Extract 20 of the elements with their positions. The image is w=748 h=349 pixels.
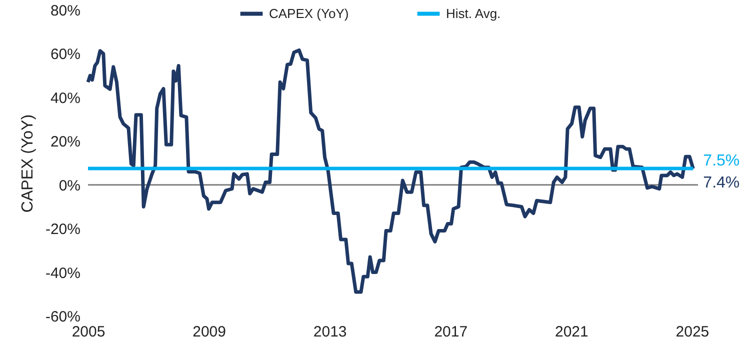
x-tick-label: 2009 — [192, 324, 226, 340]
x-tick-label: 2021 — [554, 324, 588, 340]
x-tick-label: 2017 — [434, 324, 468, 340]
data-label: 7.5% — [703, 152, 740, 170]
y-tick-label: 60% — [50, 46, 80, 64]
line-series — [86, 48, 695, 294]
y-tick-label: 40% — [50, 90, 80, 107]
legend-label: Hist. Avg. — [446, 6, 501, 21]
y-tick-label: -20% — [45, 221, 80, 238]
x-tick-label: 2025 — [676, 324, 710, 340]
x-tick-label: 2013 — [313, 324, 347, 340]
x-tick-label: 2005 — [72, 324, 106, 340]
y-tick-label: 80% — [50, 2, 80, 20]
y-tick-label: -40% — [45, 264, 80, 282]
annotation: 7.4% — [703, 174, 740, 192]
y-tick-label: -60% — [45, 308, 80, 326]
legend-label: CAPEX (YoY) — [269, 6, 349, 21]
y-tick-label: 20% — [50, 134, 80, 151]
y-tick-label: 0% — [58, 177, 80, 194]
y-axis-title: CAPEX (YoY) — [19, 114, 36, 213]
